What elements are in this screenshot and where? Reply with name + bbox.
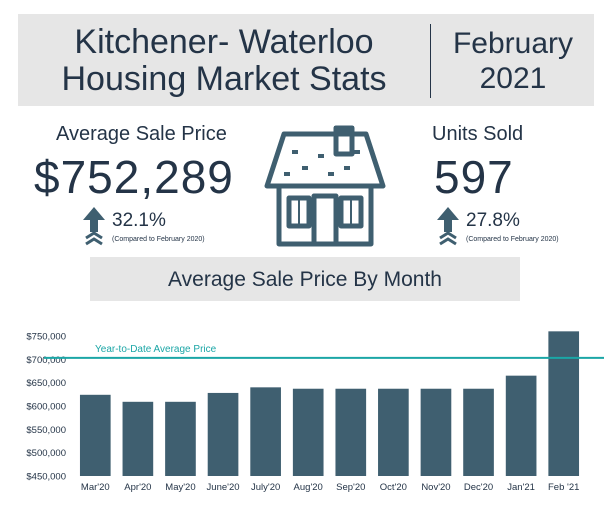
x-tick-label: June'20 bbox=[207, 482, 240, 493]
units-sold-label: Units Sold bbox=[432, 123, 524, 145]
bar bbox=[122, 401, 154, 476]
y-tick-label: $550,000 bbox=[26, 425, 66, 436]
bar bbox=[463, 388, 494, 476]
y-tick-label: $600,000 bbox=[26, 402, 66, 413]
bar bbox=[292, 388, 324, 476]
reference-line-group: Year-to-Date Average Price bbox=[44, 344, 604, 359]
report-year: 2021 bbox=[479, 62, 547, 95]
avg-price-change: 32.1% bbox=[112, 210, 166, 231]
x-tick-label: Feb '21 bbox=[548, 482, 579, 493]
units-sold-change: 27.8% bbox=[466, 210, 520, 231]
avg-price-note: (Compared to February 2020) bbox=[112, 236, 205, 243]
bar bbox=[207, 392, 239, 476]
house-icon bbox=[264, 125, 386, 247]
y-tick-label: $650,000 bbox=[26, 378, 66, 389]
bar-chart: $450,000 $500,000 $550,000 $600,000 $650,000… bbox=[26, 331, 604, 493]
x-tick-label: Dec'20 bbox=[464, 482, 493, 493]
reference-line-label: Year-to-Date Average Price bbox=[95, 344, 217, 355]
bar bbox=[505, 375, 537, 476]
y-tick-label: $450,000 bbox=[26, 472, 66, 483]
x-tick-label: Oct'20 bbox=[380, 482, 407, 493]
y-axis: $450,000 $500,000 $550,000 $600,000 $650,000… bbox=[26, 332, 66, 483]
x-tick-label: Mar'20 bbox=[81, 482, 110, 493]
chart-title-panel: Average Sale Price By Month bbox=[90, 257, 520, 301]
chart-title: Average Sale Price By Month bbox=[168, 268, 442, 291]
bar bbox=[378, 388, 409, 476]
title-line-1: Kitchener- Waterloo bbox=[74, 23, 374, 61]
bar bbox=[548, 331, 580, 476]
up-arrow-icon bbox=[437, 207, 459, 246]
y-tick-label: $500,000 bbox=[26, 448, 66, 459]
bar bbox=[335, 388, 367, 476]
x-tick-label: Jan'21 bbox=[507, 482, 535, 493]
x-tick-label: Sep'20 bbox=[336, 482, 365, 493]
units-sold-note: (Compared to February 2020) bbox=[466, 236, 559, 243]
bar bbox=[250, 387, 281, 476]
x-tick-label: Nov'20 bbox=[421, 482, 450, 493]
y-tick-label: $700,000 bbox=[26, 355, 66, 366]
report-date: February 2021 bbox=[432, 26, 594, 96]
x-tick-label: Aug'20 bbox=[294, 482, 323, 493]
x-tick-label: May'20 bbox=[165, 482, 195, 493]
y-tick-label: $750,000 bbox=[26, 332, 66, 343]
units-sold-value: 597 bbox=[434, 151, 514, 203]
report-month: February bbox=[452, 27, 574, 60]
bar bbox=[79, 394, 111, 476]
header-panel: Kitchener- Waterloo Housing Market Stats… bbox=[18, 14, 594, 106]
avg-price-label: Average Sale Price bbox=[56, 123, 227, 145]
bar bbox=[420, 388, 452, 476]
header-divider bbox=[430, 24, 431, 98]
x-axis: Mar'20 Apr'20 May'20 June'20 July'20 Aug'20 Se… bbox=[81, 482, 579, 493]
x-tick-label: July'20 bbox=[251, 482, 280, 493]
x-tick-label: Apr'20 bbox=[124, 482, 151, 493]
up-arrow-icon bbox=[83, 207, 105, 246]
title-line-2: Housing Market Stats bbox=[61, 60, 387, 98]
bar-series bbox=[79, 331, 580, 476]
page-title: Kitchener- Waterloo Housing Market Stats bbox=[18, 24, 430, 98]
avg-price-value: $752,289 bbox=[34, 151, 234, 203]
bar bbox=[165, 401, 196, 476]
